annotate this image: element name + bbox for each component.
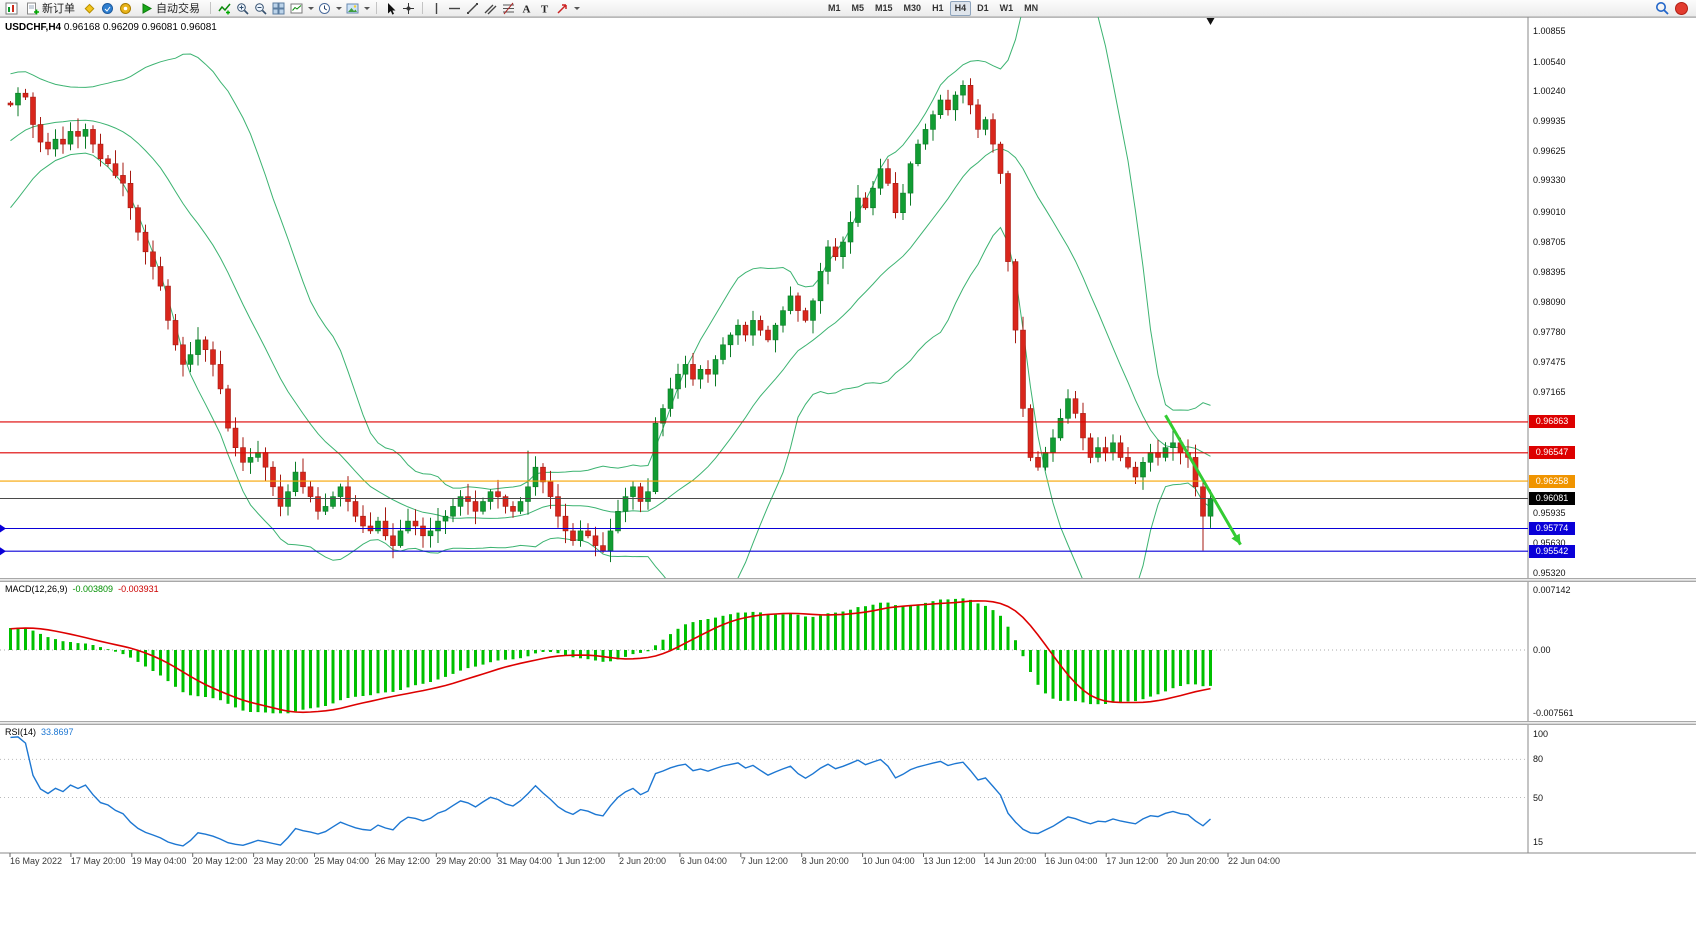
- symbol-period-text: USDCHF,H4: [5, 22, 62, 33]
- navigator-icon[interactable]: [118, 1, 133, 16]
- vertical-line-icon[interactable]: [429, 1, 444, 16]
- svg-text:A: A: [523, 3, 531, 15]
- tile-windows-icon[interactable]: [271, 1, 286, 16]
- timeframe-button-d1[interactable]: D1: [977, 2, 989, 13]
- chart-plot-area[interactable]: [0, 17, 1528, 853]
- ohlc-text: 0.96168 0.96209 0.96081 0.96081: [63, 22, 217, 33]
- timeframe-group: M1 M5 M15 M30 H1 H4 D1 W1 MN: [823, 0, 1043, 16]
- zoom-out-icon[interactable]: [253, 1, 268, 16]
- cursor-icon[interactable]: [383, 1, 398, 16]
- panel-separator-rsi[interactable]: [0, 721, 1696, 725]
- autotrading-label: 自动交易: [156, 3, 200, 15]
- timeframe-button-m15[interactable]: M15: [875, 2, 893, 13]
- rsi-indicator-label: RSI(14) 33.8697: [5, 727, 74, 737]
- macd-title: MACD(12,26,9): [5, 584, 68, 594]
- notification-badge[interactable]: [1675, 1, 1688, 15]
- label-icon[interactable]: T: [537, 1, 552, 16]
- toolbar-separator: [210, 2, 211, 14]
- text-icon[interactable]: A: [519, 1, 534, 16]
- chart-symbol-label: USDCHF,H4 0.96168 0.96209 0.96081 0.9608…: [5, 22, 217, 33]
- periods-caret-icon[interactable]: [336, 6, 342, 10]
- fibonacci-icon[interactable]: [501, 1, 516, 16]
- macd-signal-value: -0.003931: [118, 584, 159, 594]
- market-watch-icon[interactable]: [100, 1, 115, 16]
- timeframe-button-h1[interactable]: H1: [932, 2, 944, 13]
- autotrading-play-icon: [142, 2, 153, 14]
- macd-indicator-label: MACD(12,26,9) -0.003809 -0.003931: [5, 584, 159, 594]
- horizontal-line-icon[interactable]: [447, 1, 462, 16]
- new-order-button[interactable]: 新订单: [22, 1, 79, 16]
- chart-window-icon[interactable]: [4, 1, 19, 16]
- timeframe-button-m30[interactable]: M30: [903, 2, 922, 13]
- rsi-title: RSI(14): [5, 727, 37, 737]
- svg-text:T: T: [541, 3, 549, 15]
- toolbar: 新订单 自动交易: [0, 0, 1696, 17]
- timeframe-button-h4[interactable]: H4: [949, 0, 972, 16]
- autotrading-button[interactable]: 自动交易: [136, 1, 204, 16]
- trendline-icon[interactable]: [465, 1, 480, 16]
- new-chart-caret-icon[interactable]: [308, 6, 314, 10]
- toolbar-right-group: [1654, 1, 1692, 16]
- toolbar-separator: [422, 2, 423, 14]
- timeframe-button-m1[interactable]: M1: [828, 2, 841, 13]
- periods-icon[interactable]: [317, 1, 332, 16]
- panel-separator-macd[interactable]: [0, 578, 1696, 582]
- timeframe-button-mn[interactable]: MN: [1024, 2, 1039, 13]
- metaeditor-icon[interactable]: [82, 1, 97, 16]
- new-order-label: 新订单: [42, 3, 75, 15]
- indicators-icon[interactable]: [217, 1, 232, 16]
- timeframe-button-m5[interactable]: M5: [851, 2, 865, 13]
- macd-main-value: -0.003809: [72, 584, 114, 594]
- crosshair-icon[interactable]: [401, 1, 416, 16]
- rsi-value: 33.8697: [41, 727, 74, 737]
- new-chart-icon[interactable]: [289, 1, 304, 16]
- toolbar-separator: [376, 2, 377, 14]
- templates-caret-icon[interactable]: [364, 6, 370, 10]
- equidistant-channel-icon[interactable]: [483, 1, 498, 16]
- time-axis[interactable]: [0, 853, 1696, 869]
- price-axis[interactable]: [1529, 17, 1589, 853]
- zoom-in-icon[interactable]: [235, 1, 250, 16]
- templates-icon[interactable]: [345, 1, 360, 16]
- new-order-icon: [27, 2, 39, 14]
- search-icon[interactable]: [1654, 1, 1669, 16]
- arrows-icon[interactable]: [555, 1, 570, 16]
- arrows-caret-icon[interactable]: [574, 6, 580, 10]
- timeframe-button-w1[interactable]: W1: [999, 2, 1014, 13]
